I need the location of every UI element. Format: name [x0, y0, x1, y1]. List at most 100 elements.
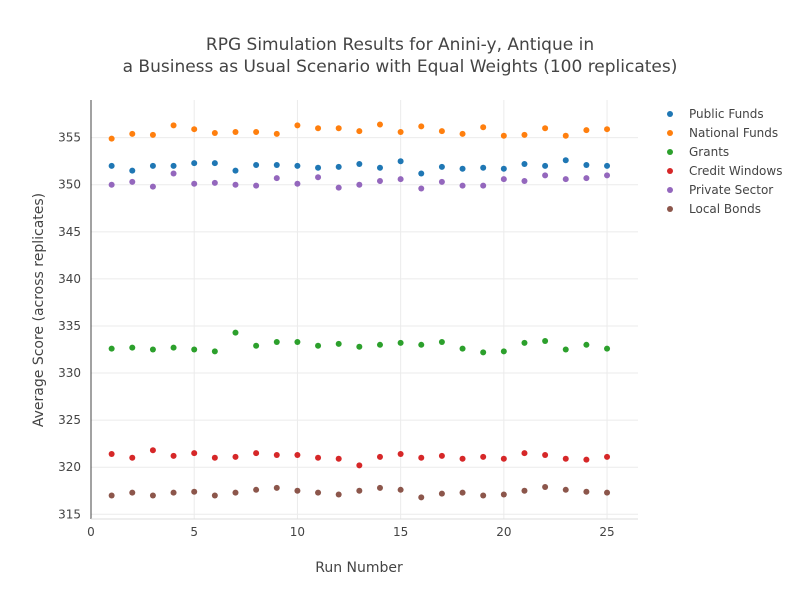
- series-national-funds: [108, 121, 611, 142]
- data-point: [356, 462, 363, 469]
- data-point: [315, 342, 322, 349]
- data-point: [521, 450, 528, 457]
- data-point: [356, 161, 363, 168]
- data-point: [232, 167, 239, 174]
- data-point: [170, 170, 177, 177]
- data-point: [418, 123, 425, 130]
- data-point: [500, 165, 507, 172]
- data-point: [108, 492, 115, 499]
- y-tick-label: 325: [58, 413, 81, 427]
- data-point: [356, 343, 363, 350]
- data-point: [583, 127, 590, 134]
- data-point: [376, 484, 383, 491]
- data-point: [604, 126, 611, 133]
- axes: [90, 100, 638, 520]
- data-point: [315, 454, 322, 461]
- data-point: [149, 183, 156, 190]
- legend-label: Grants: [689, 145, 729, 159]
- data-point: [397, 176, 404, 183]
- chart-title-line-2: a Business as Usual Scenario with Equal …: [123, 57, 678, 77]
- data-point: [170, 489, 177, 496]
- data-point: [459, 165, 466, 172]
- data-point: [315, 489, 322, 496]
- data-point: [397, 158, 404, 165]
- data-point: [397, 451, 404, 458]
- data-points: [108, 121, 611, 501]
- data-point: [521, 339, 528, 346]
- series-local-bonds: [108, 483, 611, 501]
- data-point: [438, 163, 445, 170]
- data-point: [191, 346, 198, 353]
- data-point: [253, 129, 260, 136]
- data-point: [397, 339, 404, 346]
- data-point: [521, 177, 528, 184]
- data-point: [500, 348, 507, 355]
- legend: Public Funds National Funds Grants Credit W…: [667, 107, 782, 216]
- data-point: [521, 161, 528, 168]
- y-tick-label: 340: [58, 272, 81, 286]
- legend-label: Private Sector: [689, 183, 773, 197]
- data-point: [604, 453, 611, 460]
- data-point: [604, 489, 611, 496]
- data-point: [211, 160, 218, 167]
- data-point: [129, 489, 136, 496]
- data-point: [459, 130, 466, 137]
- data-point: [129, 178, 136, 185]
- data-point: [418, 454, 425, 461]
- data-point: [376, 121, 383, 128]
- data-point: [108, 345, 115, 352]
- data-point: [480, 349, 487, 356]
- data-point: [480, 453, 487, 460]
- legend-marker: [667, 111, 673, 117]
- data-point: [191, 180, 198, 187]
- y-tick-label: 335: [58, 319, 81, 333]
- data-point: [500, 455, 507, 462]
- data-point: [376, 341, 383, 348]
- data-point: [191, 160, 198, 167]
- data-point: [418, 185, 425, 192]
- data-point: [253, 486, 260, 493]
- legend-label: Local Bonds: [689, 202, 761, 216]
- data-point: [500, 491, 507, 498]
- data-point: [397, 129, 404, 136]
- data-point: [376, 177, 383, 184]
- data-point: [232, 181, 239, 188]
- data-point: [129, 167, 136, 174]
- data-point: [170, 452, 177, 459]
- data-point: [542, 172, 549, 179]
- data-point: [542, 451, 549, 458]
- data-point: [562, 132, 569, 139]
- data-point: [418, 494, 425, 501]
- data-point: [376, 453, 383, 460]
- data-point: [459, 182, 466, 189]
- data-point: [438, 128, 445, 135]
- data-point: [253, 342, 260, 349]
- data-point: [500, 132, 507, 139]
- data-point: [191, 488, 198, 495]
- data-point: [356, 487, 363, 494]
- data-point: [604, 162, 611, 169]
- data-point: [149, 346, 156, 353]
- data-point: [356, 128, 363, 135]
- data-point: [294, 487, 301, 494]
- data-point: [211, 454, 218, 461]
- data-point: [583, 175, 590, 182]
- x-axis-title: Run Number: [315, 560, 403, 576]
- data-point: [583, 341, 590, 348]
- data-point: [211, 492, 218, 499]
- data-point: [604, 345, 611, 352]
- data-point: [397, 486, 404, 493]
- data-point: [356, 181, 363, 188]
- data-point: [191, 126, 198, 133]
- data-point: [562, 455, 569, 462]
- data-point: [149, 131, 156, 138]
- data-point: [521, 131, 528, 138]
- data-point: [583, 488, 590, 495]
- data-point: [604, 172, 611, 179]
- data-point: [459, 345, 466, 352]
- data-point: [376, 164, 383, 171]
- data-point: [542, 338, 549, 345]
- y-tick-label: 355: [58, 131, 81, 145]
- data-point: [232, 329, 239, 336]
- data-point: [253, 161, 260, 168]
